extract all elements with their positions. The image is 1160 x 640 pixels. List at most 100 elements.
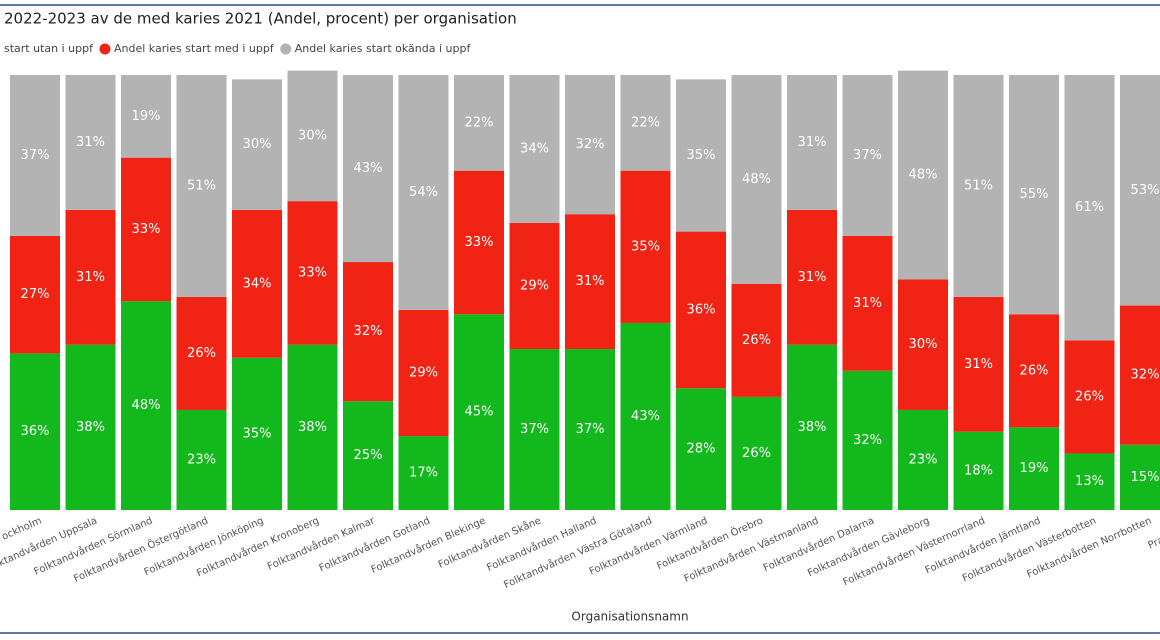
bar-segment <box>287 201 338 345</box>
data-label: 31% <box>798 270 827 285</box>
bar-segment <box>953 296 1004 432</box>
bar-segment <box>232 209 282 358</box>
bar-segment <box>1120 75 1160 306</box>
bar-segment <box>398 75 449 310</box>
data-label: 37% <box>21 148 50 163</box>
bar-segment <box>398 309 449 437</box>
data-label: 32% <box>853 433 882 448</box>
data-label: 51% <box>964 178 993 193</box>
bar-segment <box>676 231 726 389</box>
bar-segment <box>509 75 560 223</box>
bar-segment <box>65 209 116 345</box>
bar-segment <box>731 283 782 397</box>
bar-segment <box>1064 453 1115 510</box>
data-label: 28% <box>687 442 716 457</box>
legend-swatch <box>280 43 292 55</box>
bar-segment <box>620 322 671 510</box>
data-label: 48% <box>132 398 161 413</box>
data-label: 45% <box>465 405 494 420</box>
bar-segment <box>454 170 504 315</box>
bar-segment <box>509 349 560 510</box>
data-label: 15% <box>1131 470 1160 485</box>
x-axis-title: Organisationsnamn <box>571 610 688 624</box>
bar-segment <box>842 235 893 371</box>
legend-label: start utan i uppf <box>4 42 94 55</box>
bar-segment <box>287 344 338 510</box>
data-label: 37% <box>853 148 882 163</box>
bar-segment <box>121 157 171 302</box>
data-label: 51% <box>187 178 216 193</box>
data-label: 48% <box>909 168 938 183</box>
data-label: 32% <box>354 324 383 339</box>
data-label: 35% <box>243 426 272 441</box>
bar-segment <box>343 262 393 402</box>
bar-segment <box>842 370 893 510</box>
bar-segment <box>565 75 615 215</box>
data-label: 23% <box>187 452 216 467</box>
bar-segment <box>343 75 393 263</box>
bar-segment <box>10 75 60 236</box>
plot: 36%27%37%ockholm38%31%31%Folktandvården … <box>0 70 1160 591</box>
chart-title: 2022-2023 av de med karies 2021 (Andel, … <box>4 10 517 28</box>
data-label: 19% <box>1020 461 1049 476</box>
bar-segment <box>343 401 393 510</box>
data-label: 17% <box>409 466 438 481</box>
bar-segment <box>898 70 948 280</box>
data-label: 23% <box>909 452 938 467</box>
data-label: 30% <box>243 137 272 152</box>
x-tick-label: Prak <box>1146 532 1160 551</box>
data-label: 32% <box>576 137 605 152</box>
bar-segment <box>121 75 171 158</box>
data-label: 33% <box>465 235 494 250</box>
data-label: 27% <box>21 287 50 302</box>
bar-segment <box>676 79 726 232</box>
bar-segment <box>232 357 282 510</box>
data-label: 31% <box>964 357 993 372</box>
legend-label: Andel karies start okända i uppf <box>295 42 472 55</box>
bar-segment <box>787 75 837 210</box>
bar-segment <box>787 344 837 510</box>
data-label: 43% <box>631 409 660 424</box>
data-label: 33% <box>132 222 161 237</box>
bar-segment <box>398 436 449 510</box>
bar-segment <box>1064 75 1115 341</box>
bar-segment <box>842 75 893 236</box>
bar-segment <box>121 301 171 510</box>
bar-segment <box>565 214 615 350</box>
data-label: 36% <box>21 424 50 439</box>
data-label: 22% <box>465 115 494 130</box>
data-label: 31% <box>853 296 882 311</box>
data-label: 38% <box>76 420 105 435</box>
data-label: 34% <box>243 276 272 291</box>
bar-segment <box>1120 444 1160 510</box>
bar-segment <box>676 388 726 510</box>
bar-segment <box>787 209 837 345</box>
bar-segment <box>898 409 948 510</box>
data-label: 37% <box>576 422 605 437</box>
data-label: 26% <box>742 333 771 348</box>
bar-segment <box>565 349 615 510</box>
legend-swatch <box>99 43 111 55</box>
x-tick-label: ockholm <box>0 515 43 542</box>
data-label: 54% <box>409 185 438 200</box>
bar-segment <box>10 235 60 354</box>
data-label: 55% <box>1020 187 1049 202</box>
data-label: 53% <box>1131 183 1160 198</box>
data-label: 31% <box>76 135 105 150</box>
data-label: 13% <box>1075 474 1104 489</box>
data-label: 22% <box>631 115 660 130</box>
data-label: 38% <box>798 420 827 435</box>
data-label: 26% <box>1075 389 1104 404</box>
data-label: 25% <box>354 448 383 463</box>
bar-segment <box>1120 305 1160 445</box>
bar-segment <box>1009 75 1059 315</box>
bar-segment <box>620 170 671 323</box>
data-label: 61% <box>1075 200 1104 215</box>
bar-segment <box>176 75 227 297</box>
bar-segment <box>1009 314 1059 428</box>
data-label: 29% <box>520 278 549 293</box>
bar-segment <box>454 314 504 510</box>
data-label: 37% <box>520 422 549 437</box>
data-label: 19% <box>132 109 161 124</box>
bar-segment <box>1009 427 1059 510</box>
